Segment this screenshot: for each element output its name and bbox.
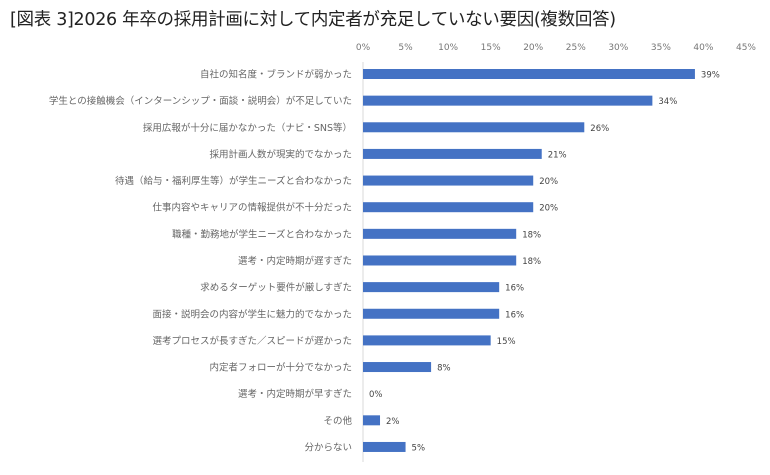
data-label: 21% bbox=[548, 150, 567, 160]
category-label: 選考・内定時期が遅すぎた bbox=[238, 255, 352, 267]
data-label: 2% bbox=[386, 417, 400, 427]
bar bbox=[363, 362, 432, 373]
data-label: 8% bbox=[437, 364, 451, 374]
data-label: 5% bbox=[412, 443, 426, 453]
bar bbox=[363, 175, 534, 186]
data-label: 0% bbox=[369, 390, 383, 400]
data-label: 15% bbox=[497, 337, 516, 347]
category-label: 自社の知名度・ブランドが弱かった bbox=[200, 69, 352, 81]
bar bbox=[363, 228, 517, 239]
bar bbox=[363, 255, 517, 266]
x-tick-label: 5% bbox=[398, 43, 413, 53]
x-tick-label: 20% bbox=[523, 43, 543, 53]
bar bbox=[363, 95, 653, 106]
bar bbox=[363, 335, 491, 346]
bar bbox=[363, 441, 406, 452]
bar bbox=[363, 282, 500, 293]
x-tick-label: 10% bbox=[438, 43, 458, 53]
data-label: 16% bbox=[505, 284, 524, 294]
data-label: 18% bbox=[522, 230, 541, 240]
category-label: 求めるターゲット要件が厳しすぎた bbox=[200, 282, 352, 294]
data-label: 20% bbox=[539, 177, 558, 187]
category-label: 待遇（給与・福利厚生等）が学生ニーズと合わなかった bbox=[115, 175, 352, 187]
x-tick-label: 15% bbox=[481, 43, 501, 53]
x-tick-label: 25% bbox=[566, 43, 586, 53]
category-label: 選考プロセスが長すぎた／スピードが遅かった bbox=[152, 335, 352, 347]
category-label: 採用広報が十分に届かなかった（ナビ・SNS等） bbox=[143, 122, 352, 134]
bar bbox=[363, 308, 500, 319]
bar bbox=[363, 148, 542, 159]
x-tick-label: 0% bbox=[356, 43, 371, 53]
category-label: 仕事内容やキャリアの情報提供が不十分だった bbox=[152, 202, 352, 214]
bar bbox=[363, 202, 534, 213]
data-label: 34% bbox=[658, 97, 677, 107]
category-label: 選考・内定時期が早すぎた bbox=[238, 388, 352, 400]
x-tick-label: 40% bbox=[693, 43, 713, 53]
data-label: 39% bbox=[701, 71, 720, 81]
x-tick-label: 45% bbox=[736, 43, 756, 53]
chart-title: [図表 3]2026 年卒の採用計画に対して内定者が充足していない要因(複数回答… bbox=[10, 10, 616, 30]
x-tick-label: 35% bbox=[651, 43, 671, 53]
category-label: 職種・勤務地が学生ニーズと合わなかった bbox=[172, 228, 352, 240]
data-label: 20% bbox=[539, 204, 558, 214]
category-label: 分からない bbox=[304, 442, 352, 453]
bar bbox=[363, 415, 381, 426]
data-label: 18% bbox=[522, 257, 541, 267]
category-label: 面接・説明会の内容が学生に魅力的でなかった bbox=[152, 308, 352, 320]
category-label: 学生との接触機会（インターンシップ・面談・説明会）が不足していた bbox=[49, 95, 352, 107]
data-label: 26% bbox=[590, 124, 609, 134]
category-label: その他 bbox=[323, 415, 352, 427]
x-tick-label: 30% bbox=[608, 43, 628, 53]
bar bbox=[363, 69, 695, 79]
bar bbox=[363, 122, 585, 133]
data-label: 16% bbox=[505, 310, 524, 320]
category-label: 内定者フォローが十分でなかった bbox=[209, 362, 352, 374]
category-label: 採用計画人数が現実的でなかった bbox=[209, 148, 352, 160]
